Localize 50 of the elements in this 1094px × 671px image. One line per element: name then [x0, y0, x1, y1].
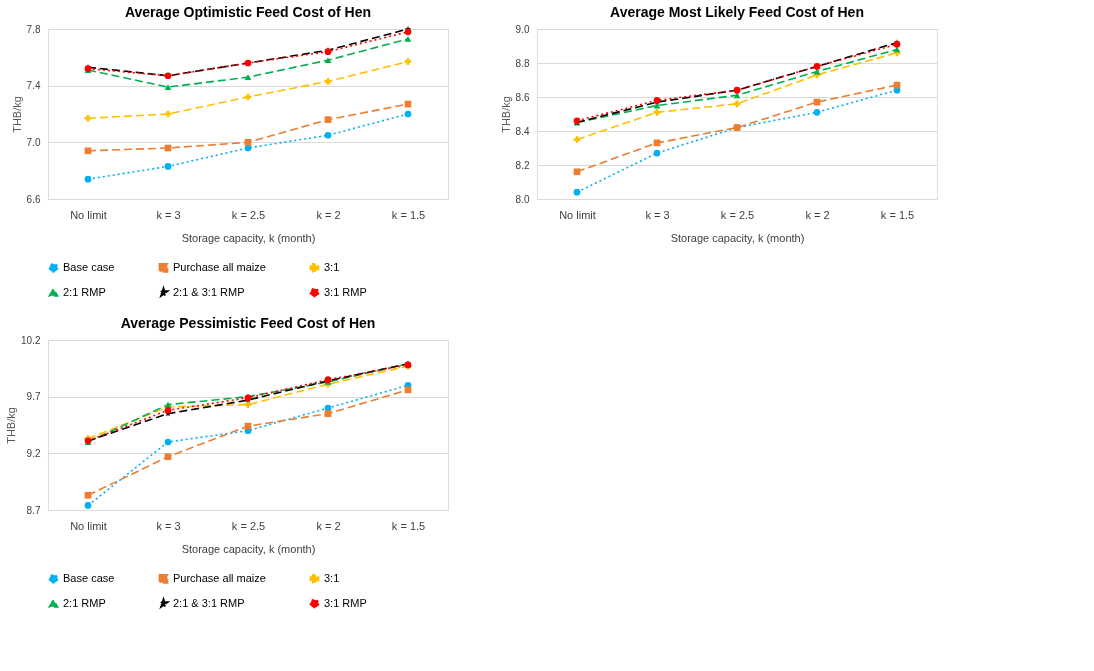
- x-axis-title: Storage capacity, k (month): [181, 542, 316, 555]
- y-tick-label: 6.6: [26, 193, 41, 205]
- x-tick-label: k = 3: [645, 208, 670, 221]
- y-tick-label: 7.4: [26, 80, 41, 92]
- x-tick-label: k = 2.5: [720, 208, 755, 221]
- y-tick-label: 7.8: [26, 23, 41, 35]
- y-tick-label: 8.4: [515, 125, 530, 137]
- x-tick-label: k = 3: [156, 208, 181, 221]
- y-tick-label: 8.8: [515, 57, 530, 69]
- chart-title: Average Most Likely Feed Cost of Hen: [610, 4, 864, 20]
- x-tick-label: k = 2: [805, 208, 830, 221]
- x-tick-label: k = 1.5: [391, 208, 426, 221]
- y-tick-label: 10.2: [21, 334, 41, 346]
- legend-label: Base case: [63, 571, 115, 584]
- y-axis-title: THB/kg: [499, 96, 512, 133]
- y-tick-label: 9.0: [515, 23, 530, 35]
- y-tick-label: 8.6: [515, 91, 530, 103]
- x-tick-label: k = 3: [156, 519, 181, 532]
- legend-label: 2:1 & 3:1 RMP: [173, 285, 245, 298]
- x-tick-label: k = 1.5: [391, 519, 426, 532]
- x-tick-label: No limit: [559, 208, 596, 221]
- x-tick-label: k = 2.5: [231, 519, 266, 532]
- legend-label: 3:1 RMP: [324, 285, 367, 298]
- x-tick-label: k = 2.5: [231, 208, 266, 221]
- x-tick-label: k = 2: [316, 519, 341, 532]
- legend-label: Purchase all maize: [173, 571, 266, 584]
- y-tick-label: 9.2: [26, 447, 41, 459]
- legend-label: Purchase all maize: [173, 260, 266, 273]
- y-axis-title: THB/kg: [10, 96, 23, 133]
- y-tick-label: 8.2: [515, 159, 530, 171]
- legend-label: 2:1 RMP: [63, 285, 106, 298]
- x-tick-label: k = 2: [316, 208, 341, 221]
- y-tick-label: 9.7: [26, 391, 41, 403]
- legend-label: Base case: [63, 260, 115, 273]
- legend-label: 3:1: [324, 571, 340, 584]
- y-tick-label: 8.0: [515, 193, 530, 205]
- y-axis-title: THB/kg: [5, 407, 18, 444]
- x-tick-label: No limit: [70, 208, 107, 221]
- x-tick-label: No limit: [70, 519, 107, 532]
- chart-title: Average Pessimistic Feed Cost of Hen: [120, 315, 376, 331]
- y-tick-label: 7.0: [26, 136, 41, 148]
- chart-title: Average Optimistic Feed Cost of Hen: [124, 4, 372, 20]
- legend-label: 2:1 & 3:1 RMP: [173, 596, 245, 609]
- legend-label: 3:1: [324, 260, 340, 273]
- legend-label: 2:1 RMP: [63, 596, 106, 609]
- x-axis-title: Storage capacity, k (month): [670, 231, 805, 244]
- x-axis-title: Storage capacity, k (month): [181, 231, 316, 244]
- x-tick-label: k = 1.5: [880, 208, 915, 221]
- y-tick-label: 8.7: [26, 504, 41, 516]
- legend-label: 3:1 RMP: [324, 596, 367, 609]
